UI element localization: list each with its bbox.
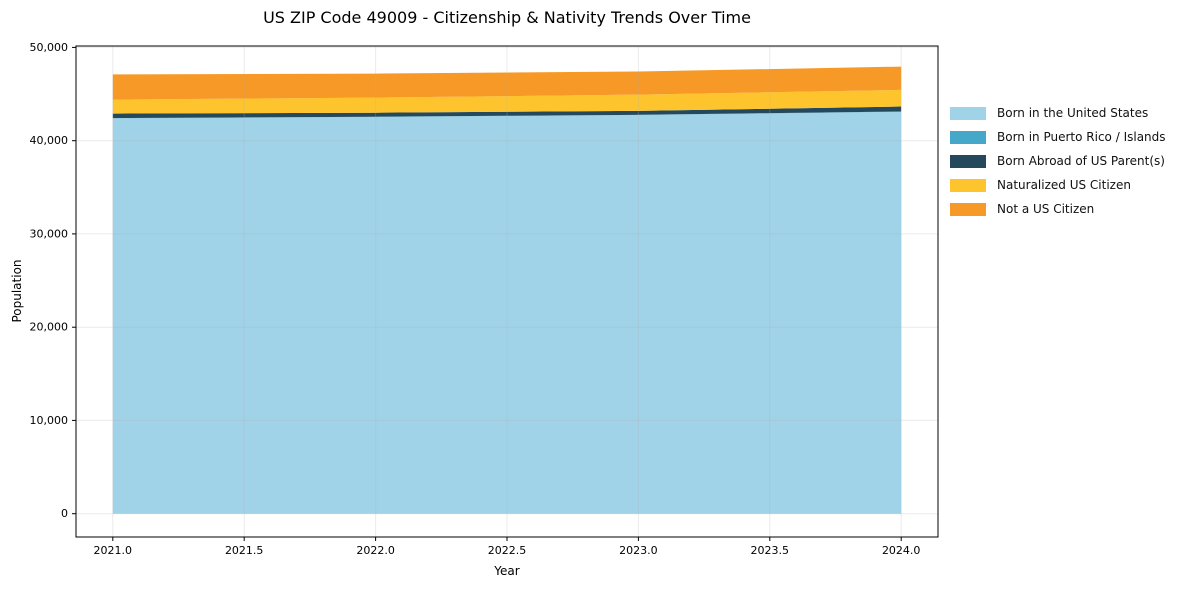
x-axis-label: Year (494, 564, 520, 578)
stacked-area-born-abroad-of-us-parent-s (112, 106, 902, 119)
y-tick-label: 10,000 (30, 414, 69, 427)
legend: Born in the United States Born in Puerto … (950, 101, 1166, 221)
legend-label: Naturalized US Citizen (997, 178, 1131, 192)
legend-item-born-abroad-of-us-parent-s: Born Abroad of US Parent(s) (950, 149, 1166, 173)
x-tick-label: 2024.0 (882, 544, 921, 557)
x-tick-label: 2022.0 (356, 544, 395, 557)
x-tick-label: 2023.5 (751, 544, 790, 557)
legend-swatch (950, 154, 986, 168)
chart-title: US ZIP Code 49009 - Citizenship & Nativi… (263, 8, 751, 27)
legend-item-not-a-us-citizen: Not a US Citizen (950, 197, 1166, 221)
y-tick-label: 30,000 (30, 227, 69, 240)
legend-swatch (950, 202, 986, 216)
legend-item-naturalized-us-citizen: Naturalized US Citizen (950, 173, 1166, 197)
legend-label: Born Abroad of US Parent(s) (997, 154, 1165, 168)
x-tick-label: 2021.0 (94, 544, 133, 557)
y-tick-label: 20,000 (30, 321, 69, 334)
stacked-area-naturalized-us-citizen (112, 89, 902, 114)
x-tick-label: 2021.5 (225, 544, 264, 557)
y-tick-label: 40,000 (30, 134, 69, 147)
y-tick-label: 0 (61, 507, 68, 520)
y-axis-label: Population (10, 259, 24, 323)
x-tick-label: 2022.5 (488, 544, 527, 557)
legend-label: Born in the United States (997, 106, 1149, 120)
stacked-area-not-a-us-citizen (112, 66, 902, 100)
x-tick-label: 2023.0 (619, 544, 658, 557)
legend-swatch (950, 178, 986, 192)
y-tick-label: 50,000 (30, 41, 69, 54)
stacked-area-born-in-the-united-states (112, 111, 902, 514)
legend-item-born-in-puerto-rico-islands: Born in Puerto Rico / Islands (950, 125, 1166, 149)
legend-label: Not a US Citizen (997, 202, 1095, 216)
legend-swatch (950, 130, 986, 144)
legend-item-born-in-the-united-states: Born in the United States (950, 101, 1166, 125)
legend-swatch (950, 106, 986, 120)
legend-label: Born in Puerto Rico / Islands (997, 130, 1166, 144)
